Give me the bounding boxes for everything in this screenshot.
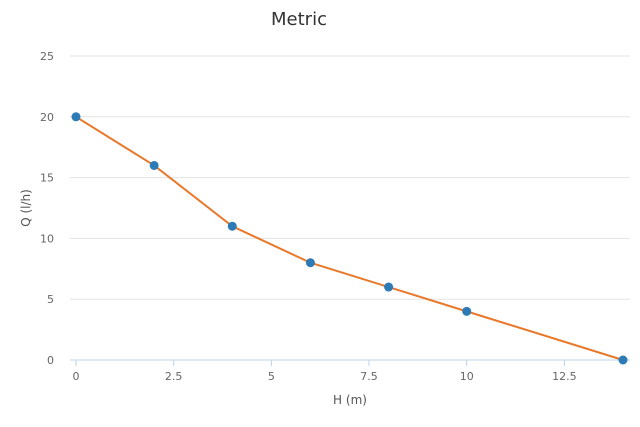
data-point[interactable] [305, 258, 315, 268]
data-point[interactable] [71, 112, 81, 122]
x-axis-label: H (m) [333, 393, 367, 407]
series-group [71, 112, 628, 365]
data-point[interactable] [618, 355, 628, 365]
x-tick-label: 7.5 [360, 370, 378, 383]
y-axis-ticks: 0 5 10 15 20 25 [40, 50, 54, 367]
x-tick-label: 12.5 [552, 370, 577, 383]
x-tick-label: 2.5 [165, 370, 183, 383]
y-tick-label: 25 [40, 50, 54, 63]
y-axis-label: Q (l/h) [19, 189, 33, 227]
data-point[interactable] [149, 160, 159, 170]
y-tick-label: 20 [40, 111, 54, 124]
chart-title: Metric [271, 9, 327, 30]
x-axis-ticks: 0 2.5 5 7.5 10 12.5 [73, 360, 577, 383]
x-tick-label: 10 [460, 370, 474, 383]
y-tick-label: 10 [40, 232, 54, 245]
y-tick-label: 0 [47, 354, 54, 367]
grid-lines [70, 55, 630, 300]
y-tick-label: 5 [47, 293, 54, 306]
x-tick-label: 5 [268, 370, 275, 383]
x-tick-label: 0 [73, 370, 80, 383]
data-point[interactable] [384, 282, 394, 292]
data-point[interactable] [462, 306, 472, 316]
y-tick-label: 15 [40, 172, 54, 185]
data-point[interactable] [227, 221, 237, 231]
